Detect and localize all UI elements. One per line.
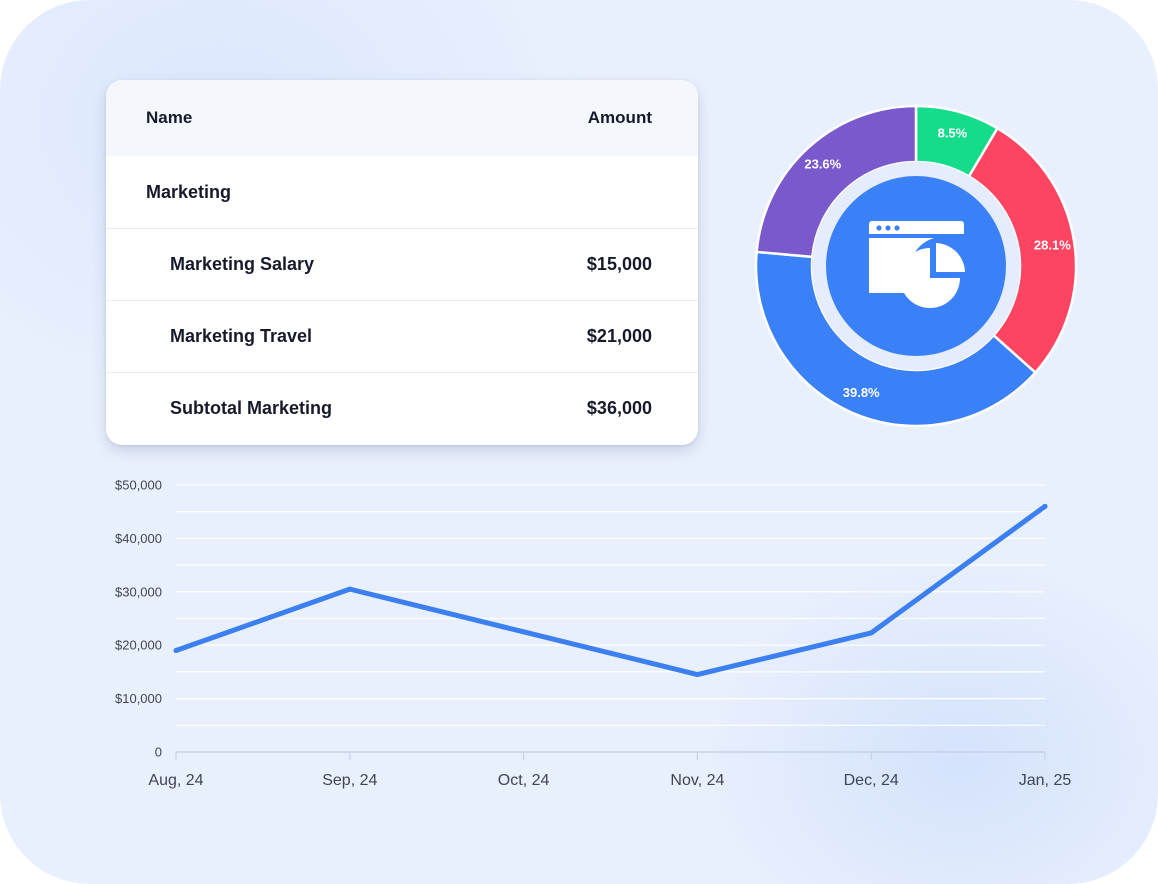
donut-chart: 8.5% 28.1% 39.8% 23.6% xyxy=(754,104,1078,428)
dashboard-pie-chart-icon xyxy=(869,221,965,308)
donut-slice-label: 28.1% xyxy=(1034,237,1071,252)
data-point xyxy=(694,672,700,678)
donut-slice-label: 8.5% xyxy=(938,125,968,140)
name-column-header: Name xyxy=(146,108,193,127)
y-tick-label: $10,000 xyxy=(115,691,162,706)
data-point xyxy=(347,586,353,592)
expense-table: Name Amount Marketing Marketing Salary $… xyxy=(106,80,698,445)
x-tick-label: Oct, 24 xyxy=(498,772,550,789)
x-tick-label: Dec, 24 xyxy=(844,772,899,789)
table-row: Marketing Travel $21,000 xyxy=(106,300,698,372)
row-name: Subtotal Marketing xyxy=(170,398,333,418)
y-tick-label: 0 xyxy=(155,745,162,760)
table-row: Marketing Salary $15,000 xyxy=(106,228,698,300)
data-point xyxy=(521,629,527,635)
series-line xyxy=(173,503,1048,678)
donut-slice-label: 39.8% xyxy=(843,385,880,400)
donut-slice xyxy=(755,104,918,259)
row-name: Marketing Travel xyxy=(170,326,313,346)
table-group-row: Marketing xyxy=(106,156,698,228)
row-name: Marketing Salary xyxy=(170,254,315,274)
table-header: Name Amount xyxy=(106,80,698,156)
x-tick-label: Sep, 24 xyxy=(322,772,377,789)
y-tick-label: $20,000 xyxy=(115,638,162,653)
donut-slice-label: 23.6% xyxy=(804,157,841,172)
table-row: Subtotal Marketing $36,000 xyxy=(106,372,698,444)
row-amount: $21,000 xyxy=(586,326,652,346)
x-tick-label: Aug, 24 xyxy=(148,772,203,789)
row-amount: $36,000 xyxy=(586,398,652,418)
data-point xyxy=(868,630,874,636)
row-amount: $15,000 xyxy=(586,254,652,274)
group-label: Marketing xyxy=(146,181,232,202)
y-tick-label: $30,000 xyxy=(115,584,162,599)
amount-column-header: Amount xyxy=(587,108,652,127)
x-tick-label: Jan, 25 xyxy=(1019,772,1072,789)
data-point xyxy=(1042,503,1048,509)
y-tick-label: $50,000 xyxy=(115,478,162,493)
x-tick-label: Nov, 24 xyxy=(670,772,724,789)
data-point xyxy=(173,648,179,654)
y-tick-label: $40,000 xyxy=(115,531,162,546)
